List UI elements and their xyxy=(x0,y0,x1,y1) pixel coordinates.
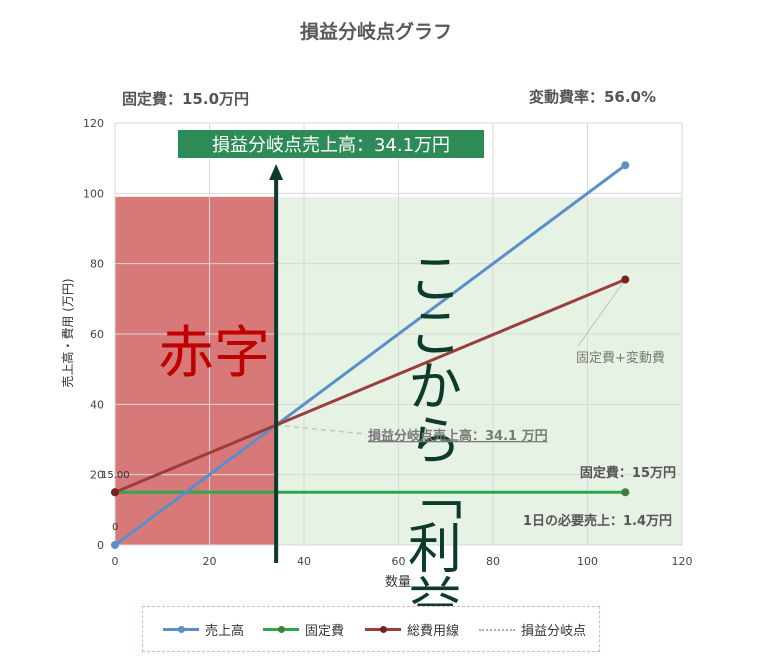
y-tick-label: 40 xyxy=(90,398,104,411)
data-point-total-cost xyxy=(621,275,630,284)
chart-title: 損益分岐点グラフ xyxy=(300,20,452,43)
y-tick-label: 120 xyxy=(83,117,104,130)
break-even-banner-bg xyxy=(178,130,484,158)
legend-label-break-even: 損益分岐点 xyxy=(521,623,587,639)
x-tick-label: 40 xyxy=(297,555,311,568)
total-cost-label: 固定費+変動費 xyxy=(576,350,665,366)
x-tick-label: 80 xyxy=(486,555,500,568)
y-tick-label: 20 xyxy=(90,469,104,482)
legend-swatch-break-even xyxy=(479,623,515,635)
legend-item-sales: 売上高 xyxy=(163,607,244,651)
origin-point-label: 0 xyxy=(112,522,118,533)
x-tick-label: 120 xyxy=(672,555,693,568)
x-tick-label: 0 xyxy=(112,555,119,568)
legend-item-total-cost: 総費用線 xyxy=(365,607,459,651)
break-even-label: 損益分岐点売上高：34.1 万円 xyxy=(368,428,548,444)
data-point-sales xyxy=(621,161,630,170)
data-point-total-cost xyxy=(111,488,119,497)
legend-item-break-even: 損益分岐点 xyxy=(479,607,586,651)
data-point-fixed-cost xyxy=(621,488,630,497)
loss-zone-label-text: 赤字 xyxy=(158,321,270,386)
break-even-banner: 損益分岐点売上高：34.1万円 xyxy=(212,135,450,156)
legend-label-fixed-cost: 固定費 xyxy=(305,623,345,639)
y-axis-label: 売上高・費用 (万円) xyxy=(60,278,75,387)
x-tick-label: 20 xyxy=(203,555,217,568)
legend-swatch-sales xyxy=(163,623,199,635)
legend-swatch-fixed-cost xyxy=(263,623,299,635)
x-tick-label: 60 xyxy=(392,555,406,568)
legend-label-total-cost: 総費用線 xyxy=(407,623,460,639)
loss-zone-label: 赤字 xyxy=(158,321,270,386)
y-tick-label: 0 xyxy=(97,539,104,552)
x-tick-labels: 0 20 40 60 80 100 120 xyxy=(112,555,693,568)
fixed-cost-label: 固定費：15万円 xyxy=(580,465,676,481)
legend-item-fixed-cost: 固定費 xyxy=(263,607,344,651)
legend: 売上高 固定費 総費用線 損益分岐点 xyxy=(142,606,600,652)
profit-zone xyxy=(276,196,682,545)
total-cost-leader-line xyxy=(577,279,626,347)
data-point-sales xyxy=(111,541,119,549)
y-tick-label: 60 xyxy=(90,328,104,341)
variable-rate-header: 変動費率：56.0% xyxy=(529,88,656,106)
y-tick-labels: 0 20 40 60 80 100 120 xyxy=(83,117,104,552)
y-tick-label: 100 xyxy=(83,187,104,200)
x-axis-label: 数量 xyxy=(385,575,411,590)
y-tick-label: 80 xyxy=(90,258,104,271)
x-tick-label: 100 xyxy=(577,555,598,568)
profit-zone-label: ここから「利益」 xyxy=(399,250,462,660)
loss-zone xyxy=(115,196,277,545)
legend-swatch-total-cost xyxy=(365,623,401,635)
fixed-cost-header: 固定費：15.0万円 xyxy=(122,90,249,108)
daily-sales-label: 1日の必要売上：1.4万円 xyxy=(523,513,672,529)
fixed-point-label: 15.00 xyxy=(101,470,130,481)
legend-label-sales: 売上高 xyxy=(205,623,245,639)
break-even-arrowhead xyxy=(269,164,284,180)
break-even-leader-line xyxy=(276,424,367,435)
